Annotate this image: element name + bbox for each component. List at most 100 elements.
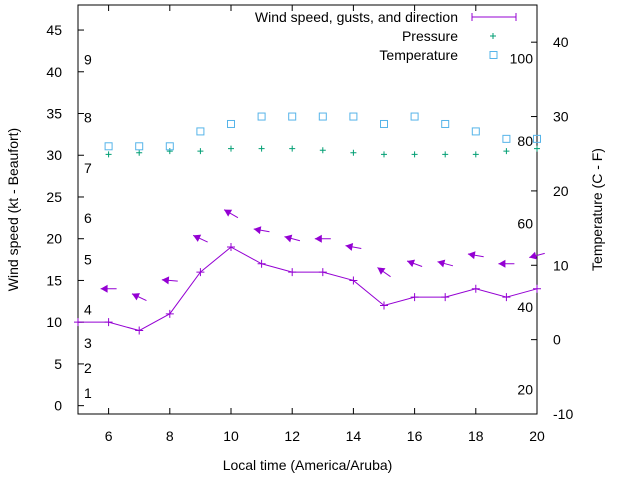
x-tick-label: 18 — [468, 428, 484, 444]
axes-layer — [77, 4, 538, 415]
wind-direction-head — [224, 209, 233, 217]
temperature-point — [257, 112, 266, 121]
wind-speed-point — [227, 243, 235, 252]
wind-speed-point — [471, 284, 480, 293]
beaufort-label: 2 — [84, 360, 92, 376]
pressure-point — [197, 148, 204, 155]
wind-direction-arrow — [284, 234, 301, 243]
wind-speed-line — [78, 246, 538, 332]
beaufort-label: 1 — [84, 385, 92, 401]
wind-direction-head — [529, 251, 538, 260]
pressure-point — [350, 149, 357, 156]
pressure-point — [442, 151, 449, 158]
wind-speed-point — [533, 284, 541, 293]
temperature-point — [533, 134, 541, 143]
legend-temperature-swatch — [489, 51, 498, 59]
wind-direction-head — [467, 251, 476, 260]
y2-axis-label: Temperature (C - F) — [589, 148, 605, 271]
temperature-point — [471, 127, 480, 136]
wind-direction-arrow — [406, 259, 423, 268]
pressure-point — [166, 148, 173, 155]
wind-direction-arrow — [529, 251, 545, 260]
legend-label-pressure: Pressure — [402, 28, 458, 44]
y2-tick-label: 10 — [553, 257, 569, 273]
x-axis-label: Local time (America/Aruba) — [223, 457, 393, 473]
x-tick-label: 12 — [284, 428, 300, 444]
wind-speed-point — [165, 309, 174, 318]
wind-direction-arrow — [437, 259, 454, 268]
temperature-point — [441, 119, 450, 128]
temperature-point — [196, 127, 205, 136]
legend-label-temperature: Temperature — [379, 47, 458, 63]
x-tick-label: 6 — [105, 428, 113, 444]
temperature-point — [135, 142, 144, 151]
y2-tick-label: 30 — [553, 109, 569, 125]
pressure-point — [534, 145, 540, 152]
y-tick-label: 30 — [46, 147, 62, 163]
y-tick-label: 10 — [46, 314, 62, 330]
wind-direction-arrow — [161, 276, 178, 285]
temperature-point — [165, 142, 174, 151]
wind-speed-point — [318, 268, 327, 277]
wind-speed-point — [257, 259, 266, 268]
pressure-point — [228, 145, 234, 152]
wind-speed-point — [502, 293, 511, 302]
beaufort-label: 5 — [84, 252, 92, 268]
x-tick-label: 20 — [529, 428, 545, 444]
wind-direction-head — [100, 284, 108, 293]
wind-direction-head — [377, 267, 386, 275]
wind-direction-head — [161, 276, 170, 285]
temperature-point — [410, 112, 419, 121]
temperature-point — [318, 112, 327, 121]
wind-direction-head — [193, 234, 202, 242]
wind-direction-arrow — [345, 242, 362, 251]
temperature-point — [502, 134, 511, 143]
x-tick-label: 14 — [346, 428, 362, 444]
beaufort-label: 9 — [84, 51, 92, 67]
wind-direction-head — [498, 259, 506, 268]
y2-tick-label: 0 — [553, 332, 561, 348]
wind-direction-head — [253, 226, 262, 235]
wind-direction-head — [314, 234, 322, 243]
y-tick-label: 40 — [46, 64, 62, 80]
wind-speed-point — [380, 301, 388, 310]
temperature-point — [349, 112, 358, 121]
labels-layer: Local time (America/Aruba) Wind speed (k… — [5, 9, 605, 473]
wind-direction-arrow — [131, 293, 147, 301]
wind-direction-arrow — [223, 209, 239, 219]
temperature-point — [104, 142, 113, 151]
temperature-point — [227, 119, 235, 128]
y-tick-label: 35 — [46, 106, 62, 122]
legend-pressure-swatch — [490, 33, 496, 39]
legend-label-wind: Wind speed, gusts, and direction — [255, 9, 458, 25]
temperature-point — [380, 119, 388, 128]
x-tick-label: 8 — [166, 428, 174, 444]
wind-direction-head — [437, 259, 446, 268]
wind-direction-arrow — [377, 267, 391, 278]
beaufort-label: 6 — [84, 210, 92, 226]
series-layer — [74, 13, 545, 335]
wind-direction-head — [407, 259, 416, 268]
temperature-point — [288, 112, 297, 121]
y2-tick-label: 40 — [553, 34, 569, 50]
pressure-point — [411, 151, 418, 158]
wind-speed-point — [349, 276, 358, 285]
wind-speed-point — [196, 268, 205, 277]
wind-speed-point — [135, 326, 144, 335]
plot-frame — [77, 4, 538, 415]
beaufort-label: 7 — [84, 160, 92, 176]
wind-direction-head — [131, 293, 140, 301]
wind-direction-arrow — [192, 234, 208, 243]
wind-speed-point — [410, 293, 419, 302]
y-tick-label: 15 — [46, 272, 62, 288]
beaufort-label: 3 — [84, 335, 92, 351]
pressure-point — [319, 147, 326, 154]
pressure-point — [503, 148, 510, 155]
pressure-point — [289, 145, 296, 152]
wind-speed-point — [288, 268, 297, 277]
y2-tick-label: -10 — [553, 406, 573, 422]
wind-direction-arrow — [314, 234, 331, 243]
pressure-point — [472, 151, 479, 158]
wind-speed-point — [74, 318, 82, 327]
